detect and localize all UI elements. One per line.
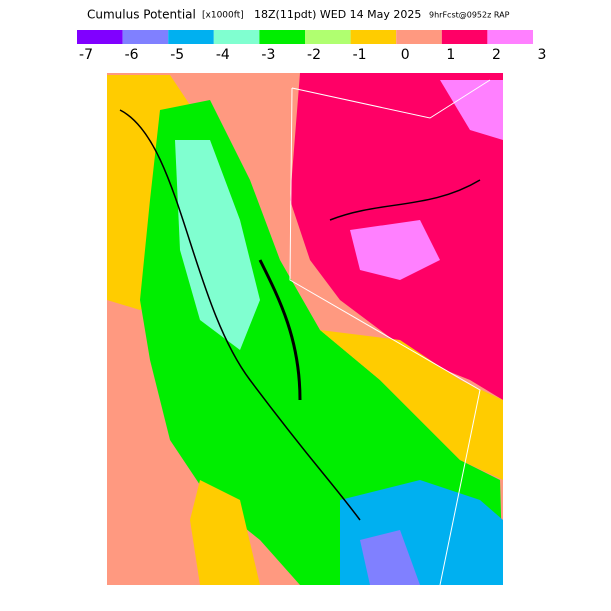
colorbar-label: -6	[125, 47, 139, 63]
colorbar-box	[487, 30, 533, 44]
colorbar-label: 2	[492, 47, 501, 63]
colorbar-box	[213, 30, 260, 44]
colorbar-label: -3	[261, 47, 275, 63]
colorbar-label: -1	[353, 47, 367, 63]
colorbar-label: -5	[170, 47, 184, 63]
colorbar-box	[441, 30, 488, 44]
colorbar-label: 3	[538, 47, 547, 63]
field	[320, 330, 503, 480]
colorbar-label: -4	[216, 47, 230, 63]
colorbar-label: -7	[79, 47, 93, 63]
contour	[119, 109, 361, 521]
map	[107, 73, 503, 585]
colorbar-label: -2	[307, 47, 321, 63]
colorbar-box	[259, 30, 305, 44]
colorbar-label: 0	[401, 47, 410, 63]
forecast-info: 9hrFcst@0952z RAP	[429, 11, 510, 20]
valid-time: 18Z(11pdt) WED 14 May 2025	[254, 8, 421, 21]
units: [x1000ft]	[202, 11, 244, 21]
colorbar-box	[350, 30, 397, 44]
colorbar-box	[122, 30, 169, 44]
title: Cumulus Potential	[87, 8, 196, 22]
field	[440, 80, 503, 140]
field	[190, 480, 260, 585]
colorbar-box	[168, 30, 214, 44]
contour	[258, 259, 302, 401]
field	[175, 140, 260, 350]
field	[350, 220, 440, 280]
colorbar-box	[305, 30, 351, 44]
colorbar: -7 -6 -5 -4 -3 -2 -1 0 1 2 3	[77, 30, 546, 63]
colorbar-box	[396, 30, 442, 44]
state-border	[289, 79, 491, 585]
field	[360, 530, 420, 585]
colorbar-box	[77, 30, 123, 44]
contour	[329, 179, 481, 221]
colorbar-label: 1	[446, 47, 455, 63]
